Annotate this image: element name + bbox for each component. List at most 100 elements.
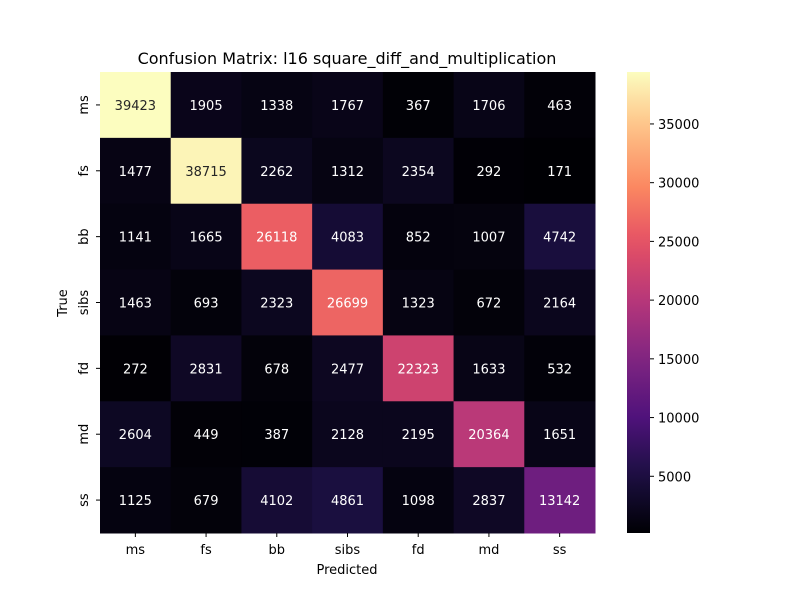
cell-value-label: 367 [406,99,431,114]
heatmap-cell [170,72,242,139]
cell-value-label: 1651 [543,428,576,443]
cell-value-label: 679 [194,494,219,509]
heatmap-cell [170,137,242,205]
heatmap-cell [312,401,384,468]
heatmap-cell [524,401,596,468]
heatmap-cell [100,335,172,402]
cell-value-label: 22323 [398,362,439,377]
cell-value-label: 2323 [260,297,293,312]
y-tick-label: fs [77,165,92,177]
heatmap-cell [312,335,384,402]
y-tick-label: fd [77,362,92,375]
cell-value-label: 4861 [331,494,364,509]
cell-value-label: 852 [406,231,431,246]
x-axis-label: Predicted [316,563,377,578]
heatmap-cell [170,203,242,271]
heatmap-cell [382,401,455,468]
y-tick-label: sibs [77,290,92,316]
cell-value-label: 678 [264,362,289,377]
colorbar-tick-label: 25000 [658,235,699,250]
cell-value-label: 38715 [185,165,226,180]
heatmap-cell [170,335,242,402]
cell-value-label: 693 [194,297,219,312]
y-tick-label: ms [77,95,92,115]
heatmap-cell [100,467,172,534]
heatmap-cell [453,137,525,205]
cell-value-label: 2195 [402,428,435,443]
cell-value-label: 1141 [119,231,152,246]
heatmap-cell [382,72,455,139]
cell-value-label: 272 [123,362,148,377]
colorbar [627,72,650,533]
heatmap-cell [382,203,455,271]
cell-value-label: 2831 [190,362,223,377]
cell-value-label: 1633 [472,362,505,377]
heatmap-cell [241,401,313,468]
cell-value-label: 1007 [472,231,505,246]
cell-value-label: 672 [477,297,502,312]
heatmap-cell [312,467,384,534]
cell-value-label: 2128 [331,428,364,443]
heatmap-cell [241,137,313,205]
heatmap-cell [453,72,525,139]
colorbar-tick-label: 30000 [658,177,699,192]
cell-value-label: 1098 [402,494,435,509]
heatmap-cell [312,137,384,205]
heatmap-cell [100,72,172,139]
cell-value-label: 26118 [256,231,297,246]
heatmap-cell [170,269,242,336]
heatmap-cell [312,72,384,139]
heatmap-cell [524,335,596,402]
cell-value-label: 463 [547,99,572,114]
heatmap-cells [100,72,596,534]
heatmap-cell [453,203,525,271]
heatmap-cell [241,269,313,336]
cell-value-label: 1767 [331,99,364,114]
heatmap-cell [241,72,313,139]
cell-value-label: 2604 [119,428,152,443]
cell-value-label: 387 [264,428,289,443]
y-tick-label: md [77,424,92,445]
cell-value-label: 39423 [115,99,156,114]
heatmap-cell [524,269,596,336]
x-tick-label: ms [126,543,146,558]
cell-value-label: 292 [477,165,502,180]
cell-value-label: 1477 [119,165,152,180]
y-tick-label: ss [77,493,92,507]
heatmap-cell [100,401,172,468]
colorbar-tick-label: 35000 [658,118,699,133]
colorbar-tick-label: 15000 [658,353,699,368]
heatmap-cell [312,203,384,271]
cell-value-label: 1338 [260,99,293,114]
x-tick-label: ss [553,543,567,558]
cell-value-label: 26699 [327,297,368,312]
cell-value-label: 4083 [331,231,364,246]
heatmap-cell [100,203,172,271]
cell-value-label: 171 [547,165,572,180]
heatmap-cell [100,269,172,336]
colorbar-ticks: 5000 10000 15000 20000 25000 30000 35000 [650,118,699,485]
heatmap-cell [524,203,596,271]
y-tick-label: bb [77,228,92,245]
cell-value-label: 4102 [260,494,293,509]
cell-value-label: 1665 [190,231,223,246]
heatmap-cell [524,137,596,205]
heatmap-cell [241,203,313,271]
cell-value-label: 2477 [331,362,364,377]
x-tick-label: bb [269,543,286,558]
heatmap-cell [170,467,242,534]
heatmap-cell [524,467,596,534]
colorbar-tick-label: 10000 [658,412,699,427]
heatmap-cell [100,137,172,205]
cell-value-label: 2354 [402,165,435,180]
cell-value-label: 1463 [119,297,152,312]
x-tick-label: sibs [335,543,361,558]
heatmap-cell [453,467,525,534]
cell-value-label: 13142 [539,494,580,509]
colorbar-tick-label: 20000 [658,294,699,309]
heatmap-cell [453,269,525,336]
cell-value-label: 1125 [119,494,152,509]
chart-title: Confusion Matrix: l16 square_diff_and_mu… [138,49,557,69]
cell-value-label: 1706 [472,99,505,114]
cell-value-label: 20364 [468,428,509,443]
